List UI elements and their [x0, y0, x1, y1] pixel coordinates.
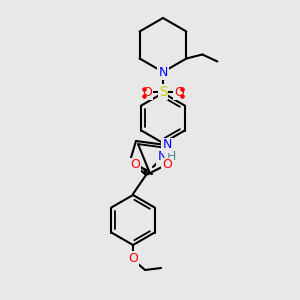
- Text: H: H: [166, 151, 176, 164]
- Text: O: O: [174, 85, 184, 98]
- Text: N: N: [157, 151, 167, 164]
- Text: O: O: [130, 158, 140, 172]
- Text: N: N: [162, 139, 172, 152]
- Text: S: S: [159, 85, 167, 99]
- Text: N: N: [158, 65, 168, 79]
- Text: O: O: [128, 251, 138, 265]
- Text: O: O: [162, 158, 172, 172]
- Text: O: O: [142, 85, 152, 98]
